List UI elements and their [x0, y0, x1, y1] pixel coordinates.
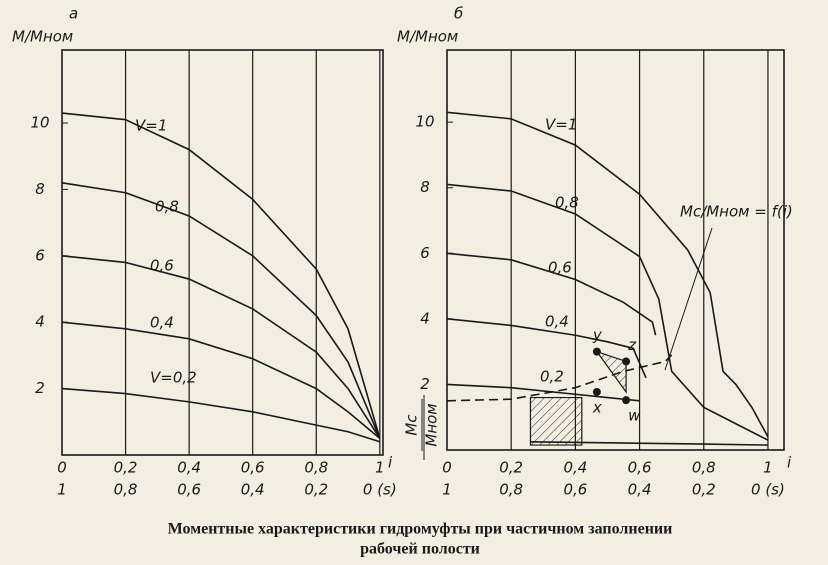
curve-label: 0,6: [548, 259, 572, 277]
y-tick-label: 2: [35, 379, 45, 397]
x-tick-label: 0,6: [241, 459, 265, 477]
curve: [446, 111, 769, 438]
point-label: w: [628, 407, 641, 425]
x2-tick-label: 0,4: [628, 481, 652, 499]
point-label: x: [592, 398, 602, 416]
x2-tick-label: 0,2: [304, 481, 328, 499]
x-tick-label: 1: [763, 459, 773, 477]
dashed-curve: [446, 354, 673, 402]
mc-den: Mном: [423, 403, 441, 446]
hatched-region: [595, 350, 627, 394]
plot-frame: [446, 49, 785, 451]
curve: [61, 181, 381, 439]
y-axis-label: M/Mном: [397, 28, 458, 46]
mc-label: Mc Mном: [403, 399, 441, 451]
x-tick-label: 0: [57, 459, 67, 477]
curve-label: 0,2: [540, 368, 564, 386]
x2-tick-label: 0,6: [563, 481, 587, 499]
caption: Моментные характеристики гидромуфты при …: [168, 521, 673, 538]
curve: [446, 318, 647, 379]
curve-label: 0,8: [555, 194, 579, 212]
point-label: z: [627, 336, 637, 354]
hatched-region: [529, 396, 583, 446]
x-tick-label: 0,8: [304, 459, 328, 477]
point: [592, 347, 601, 356]
dashed-label: Mc/Mном = f(i): [680, 203, 793, 221]
x-tick-label: 1: [375, 459, 385, 477]
x-tick-label: 0,2: [499, 459, 523, 477]
caption: рабочей полости: [360, 541, 480, 558]
curve: [61, 255, 381, 439]
x2-tick-label: 1: [57, 481, 67, 499]
y-tick-label: 10: [415, 113, 434, 131]
curve: [446, 252, 657, 336]
curve: [446, 383, 640, 402]
curve: [61, 387, 381, 443]
curve-label: 0,8: [155, 198, 179, 216]
y-axis-label: M/Mном: [12, 28, 73, 46]
curve: [61, 112, 381, 439]
point: [622, 396, 631, 405]
x-axis-label: i: [388, 454, 393, 472]
curve-label: V=1: [135, 117, 167, 135]
plot-frame: [61, 49, 384, 456]
x-tick-label: 0: [442, 459, 452, 477]
x2-tick-label: 0,4: [241, 481, 265, 499]
x-axis-label: i: [787, 454, 792, 472]
panel-label: а: [69, 5, 78, 23]
x-tick-label: 0,6: [628, 459, 652, 477]
y-tick-label: 4: [420, 309, 430, 327]
y-tick-label: 8: [35, 180, 45, 198]
x2-tick-label: 0 (s): [751, 481, 785, 499]
panel-label: б: [454, 5, 463, 23]
y-tick-label: 2: [420, 375, 430, 393]
y-tick-label: 6: [35, 246, 45, 264]
curve: [446, 183, 769, 441]
x2-tick-label: 1: [442, 481, 452, 499]
curve-label: 0,4: [150, 314, 174, 332]
x2-tick-label: 0,2: [692, 481, 716, 499]
x-tick-label: 0,8: [692, 459, 716, 477]
y-tick-label: 6: [420, 244, 430, 262]
leader: [664, 227, 713, 371]
curve-label: V=1: [545, 116, 577, 134]
y-tick-label: 8: [420, 178, 430, 196]
x2-tick-label: 0,8: [499, 481, 523, 499]
curve-label: 0,6: [150, 257, 174, 275]
y-tick-label: 4: [35, 313, 45, 331]
mc-num: Mc: [403, 414, 421, 436]
x2-tick-label: 0,6: [177, 481, 201, 499]
x-tick-label: 0,2: [114, 459, 138, 477]
x-tick-label: 0,4: [177, 459, 201, 477]
point-label: y: [592, 326, 603, 344]
curve-label: 0,4: [545, 313, 569, 331]
point: [622, 357, 631, 366]
x2-tick-label: 0,8: [114, 481, 138, 499]
point: [592, 387, 601, 396]
x2-tick-label: 0 (s): [363, 481, 397, 499]
curve-label: V=0,2: [150, 369, 197, 387]
curve: [61, 321, 381, 440]
y-tick-label: 10: [30, 114, 49, 132]
x-tick-label: 0,4: [563, 459, 587, 477]
